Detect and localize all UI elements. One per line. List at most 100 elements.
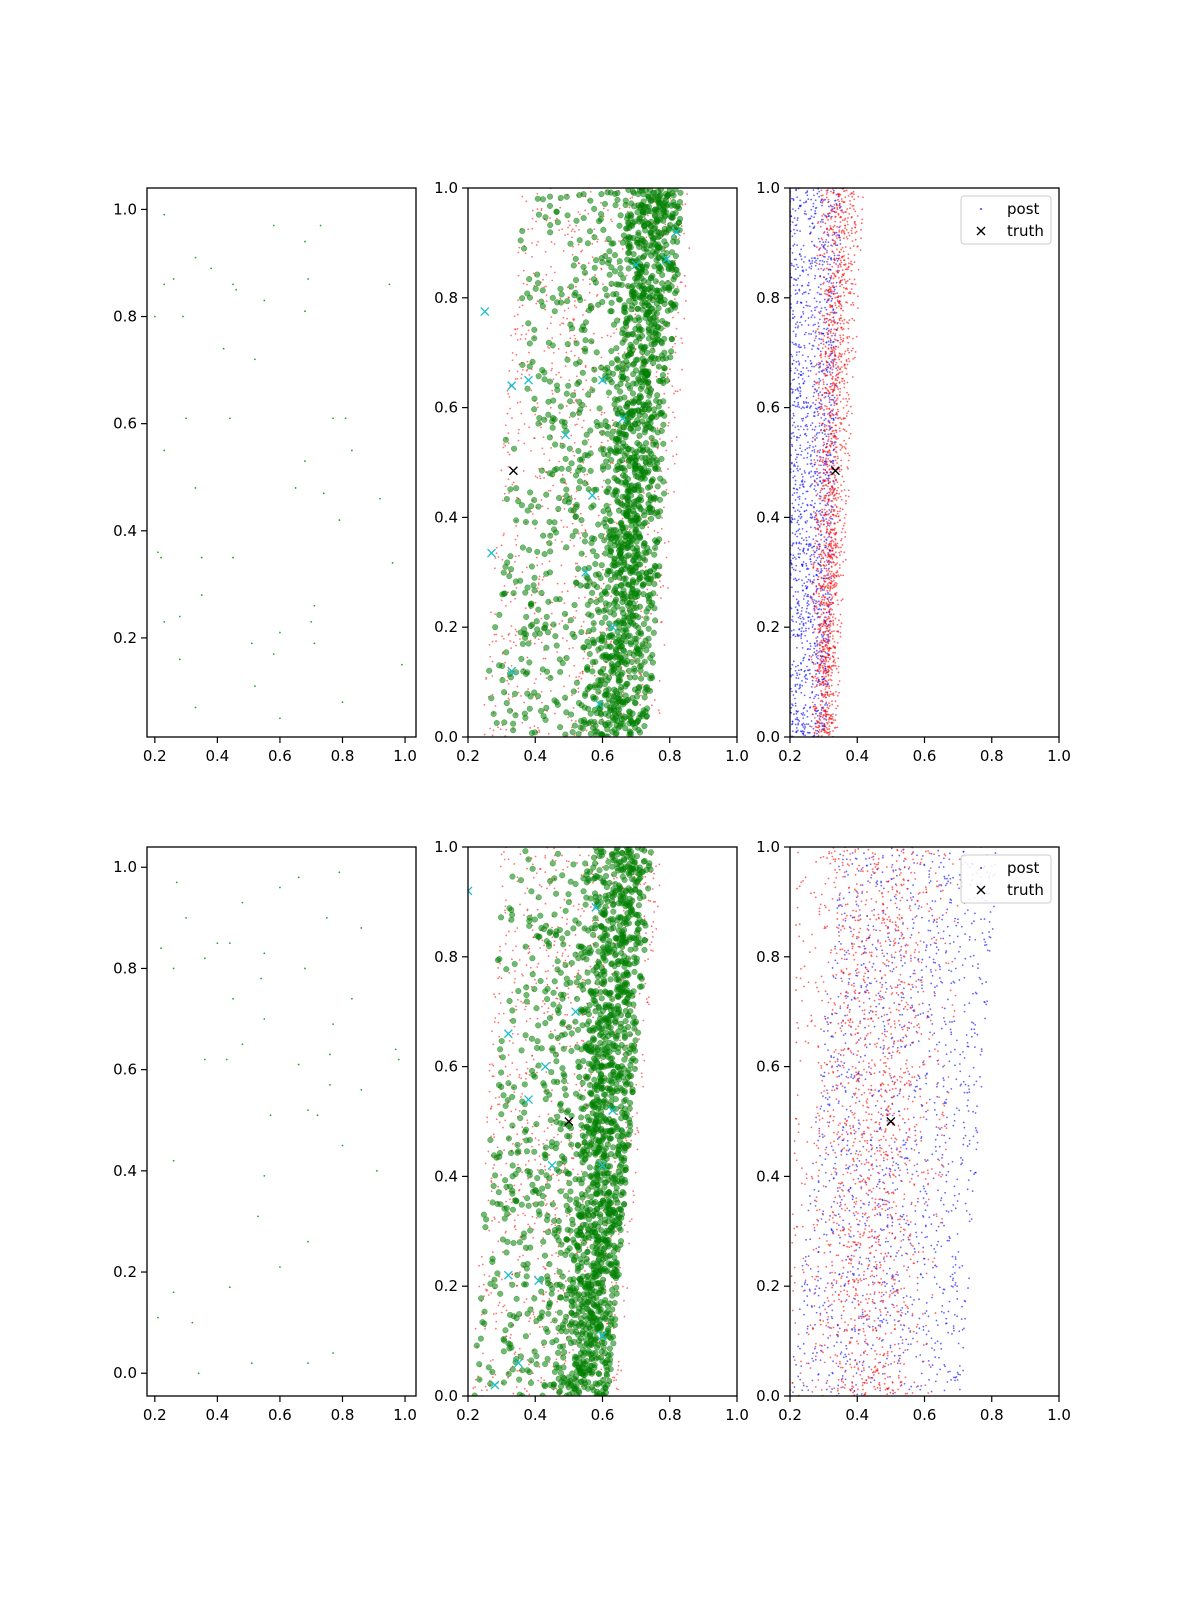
sample-marker xyxy=(628,446,635,453)
prior-point xyxy=(574,399,577,402)
sample-marker xyxy=(539,303,546,310)
cyan-cross-marker xyxy=(618,414,628,424)
sample-marker xyxy=(552,529,560,536)
sample-marker xyxy=(531,587,538,594)
sample-marker xyxy=(638,569,646,576)
post-point xyxy=(794,458,797,461)
post-point xyxy=(815,673,818,675)
sample-marker xyxy=(617,212,624,219)
post-point xyxy=(796,244,799,247)
sample-marker xyxy=(616,222,623,229)
prior-point xyxy=(845,321,848,324)
prior-point xyxy=(587,212,590,215)
prior-point xyxy=(538,729,540,732)
prior-point xyxy=(847,357,850,360)
post-point xyxy=(800,515,803,518)
prior-point xyxy=(547,732,550,735)
prior-point xyxy=(553,243,556,245)
sample-marker xyxy=(562,694,569,701)
prior-point xyxy=(580,625,583,628)
sample-marker xyxy=(576,237,583,244)
post-point xyxy=(820,557,823,560)
prior-point xyxy=(581,426,584,429)
post-point xyxy=(809,424,812,427)
prior-point xyxy=(848,437,851,440)
post-point xyxy=(822,199,825,202)
post-point xyxy=(796,229,799,232)
prior-point xyxy=(583,650,586,653)
prior-point xyxy=(514,555,517,558)
sample-point xyxy=(194,706,197,709)
post-point xyxy=(803,670,806,673)
prior-point xyxy=(671,346,674,348)
sample-marker xyxy=(538,467,545,474)
post-point xyxy=(813,194,815,197)
post-point xyxy=(829,382,832,385)
post-point xyxy=(800,506,803,509)
post-point xyxy=(801,723,804,726)
prior-point xyxy=(576,562,579,565)
prior-point xyxy=(579,512,582,515)
prior-point xyxy=(514,332,517,335)
prior-point xyxy=(569,539,572,542)
sample-marker xyxy=(636,325,643,333)
prior-point xyxy=(824,688,827,691)
prior-point xyxy=(827,478,829,481)
sample-point xyxy=(341,701,344,704)
post-point xyxy=(811,661,814,664)
sample-marker xyxy=(634,650,641,657)
prior-point xyxy=(530,242,533,244)
prior-point xyxy=(827,219,829,221)
sample-point xyxy=(313,604,316,607)
prior-point xyxy=(824,718,827,720)
post-point xyxy=(808,536,811,538)
post-point xyxy=(806,581,808,583)
sample-marker xyxy=(598,532,605,539)
post-point xyxy=(795,646,798,649)
sample-marker xyxy=(645,406,652,413)
prior-point xyxy=(675,453,678,456)
sample-marker xyxy=(580,644,587,651)
sample-point xyxy=(338,519,341,521)
post-point xyxy=(797,207,800,210)
post-point xyxy=(827,656,830,659)
post-point xyxy=(794,705,797,707)
sample-marker xyxy=(587,427,594,434)
sample-marker xyxy=(546,569,554,576)
prior-point xyxy=(828,728,831,730)
prior-point xyxy=(550,316,553,318)
prior-point xyxy=(818,668,821,671)
post-point xyxy=(831,341,834,344)
post-point xyxy=(794,483,797,486)
prior-point xyxy=(543,286,546,288)
prior-point xyxy=(824,691,827,694)
post-point xyxy=(795,677,798,679)
post-point xyxy=(804,201,807,204)
prior-point xyxy=(530,389,533,392)
sample-marker xyxy=(603,292,610,299)
sample-marker xyxy=(531,689,538,696)
post-point xyxy=(823,409,825,411)
sample-marker xyxy=(669,249,676,256)
post-point xyxy=(823,677,826,680)
prior-point xyxy=(600,268,603,271)
post-point xyxy=(797,547,800,550)
sample-marker xyxy=(566,445,573,452)
post-point xyxy=(794,289,797,292)
prior-point xyxy=(833,532,835,535)
sample-marker xyxy=(556,656,563,663)
prior-point xyxy=(550,241,553,243)
prior-point xyxy=(827,572,829,575)
sample-marker xyxy=(562,731,569,737)
prior-point xyxy=(849,203,852,206)
prior-point xyxy=(507,697,510,700)
sample-marker xyxy=(608,347,615,355)
sample-marker xyxy=(650,189,657,196)
prior-point xyxy=(837,683,840,686)
sample-marker xyxy=(645,399,652,406)
prior-point xyxy=(610,640,613,643)
post-point xyxy=(809,455,812,458)
prior-point xyxy=(577,262,580,264)
sample-marker xyxy=(561,610,569,617)
sample-marker xyxy=(510,720,517,727)
